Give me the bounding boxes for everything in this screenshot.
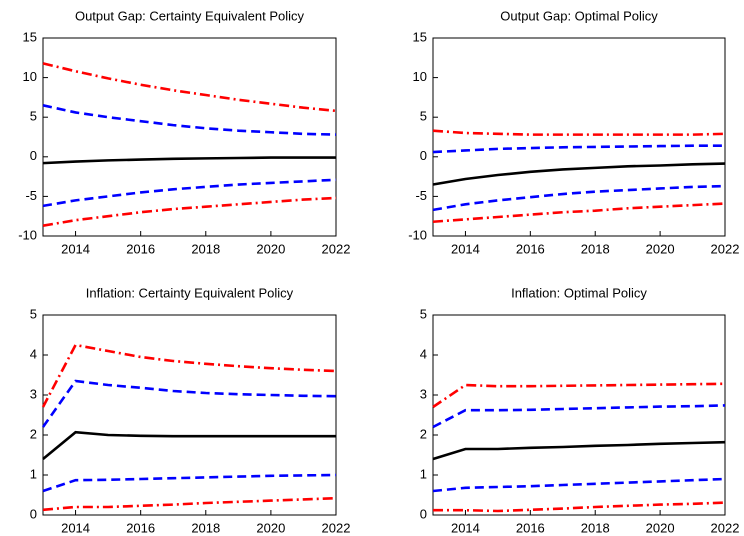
x-tick-label: 2022 [322, 241, 351, 256]
chart-title: Output Gap: Optimal Policy [500, 8, 658, 23]
y-tick-label: 5 [30, 306, 37, 321]
series-line [42, 104, 337, 136]
y-tick-label: 5 [420, 109, 427, 124]
y-tick-label: 15 [23, 29, 37, 44]
plot-frame [432, 37, 726, 237]
series-line [433, 501, 726, 513]
y-tick-label: -5 [25, 188, 37, 203]
y-tick-label: 2 [420, 426, 427, 441]
x-tick-label: 2020 [646, 241, 675, 256]
y-tick-label: -10 [18, 227, 37, 242]
series-line [42, 196, 337, 227]
y-tick-label: 10 [23, 69, 37, 84]
y-tick-label: 4 [30, 346, 37, 361]
y-tick-label: 0 [420, 148, 427, 163]
series-line [432, 382, 726, 409]
x-tick-label: 2016 [126, 241, 155, 256]
y-tick-label: -10 [408, 227, 427, 242]
x-tick-label: 2020 [256, 520, 285, 535]
series-line [42, 430, 336, 461]
y-tick-label: 1 [420, 466, 427, 481]
y-tick-label: 3 [420, 386, 427, 401]
x-tick-label: 2022 [322, 520, 351, 535]
x-tick-label: 2020 [646, 520, 675, 535]
chart-title: Inflation: Certainty Equivalent Policy [86, 285, 294, 300]
plot-frame [432, 314, 726, 516]
series-line [432, 404, 726, 429]
y-tick-label: 5 [420, 306, 427, 321]
x-tick-label: 2018 [581, 520, 610, 535]
y-tick-label: 0 [420, 506, 427, 521]
x-tick-label: 2018 [581, 241, 610, 256]
x-tick-label: 2014 [451, 241, 480, 256]
series-line [41, 379, 337, 428]
x-tick-label: 2018 [191, 241, 220, 256]
series-line [432, 144, 725, 154]
plot-frame [42, 314, 337, 516]
series-line [42, 62, 337, 113]
x-tick-label: 2022 [711, 520, 740, 535]
x-tick-label: 2016 [516, 520, 545, 535]
y-tick-label: 10 [413, 69, 427, 84]
x-tick-label: 2020 [256, 241, 285, 256]
series-line [432, 440, 726, 461]
series-line [42, 178, 337, 208]
y-tick-label: 3 [30, 386, 37, 401]
series-line [432, 184, 726, 212]
x-tick-label: 2014 [61, 520, 90, 535]
x-tick-label: 2018 [191, 520, 220, 535]
y-tick-label: 1 [30, 466, 37, 481]
series-line [432, 129, 726, 136]
plot-frame [42, 37, 337, 237]
series-line [42, 156, 336, 165]
series-line [432, 477, 726, 493]
series-line [42, 473, 337, 493]
x-tick-label: 2016 [516, 241, 545, 256]
y-tick-label: 15 [413, 29, 427, 44]
chart-title: Output Gap: Certainty Equivalent Policy [75, 8, 305, 23]
series-line [432, 202, 726, 224]
series-line [432, 162, 726, 186]
series-line [42, 496, 337, 512]
series-line [41, 343, 337, 408]
y-tick-label: 2 [30, 426, 37, 441]
x-tick-label: 2014 [451, 520, 480, 535]
y-tick-label: -5 [415, 188, 427, 203]
y-tick-label: 0 [30, 506, 37, 521]
y-tick-label: 5 [30, 109, 37, 124]
x-tick-label: 2014 [61, 241, 90, 256]
x-tick-label: 2016 [126, 520, 155, 535]
y-tick-label: 4 [420, 346, 427, 361]
x-tick-label: 2022 [711, 241, 740, 256]
y-tick-label: 0 [30, 148, 37, 163]
chart-title: Inflation: Optimal Policy [511, 285, 647, 300]
